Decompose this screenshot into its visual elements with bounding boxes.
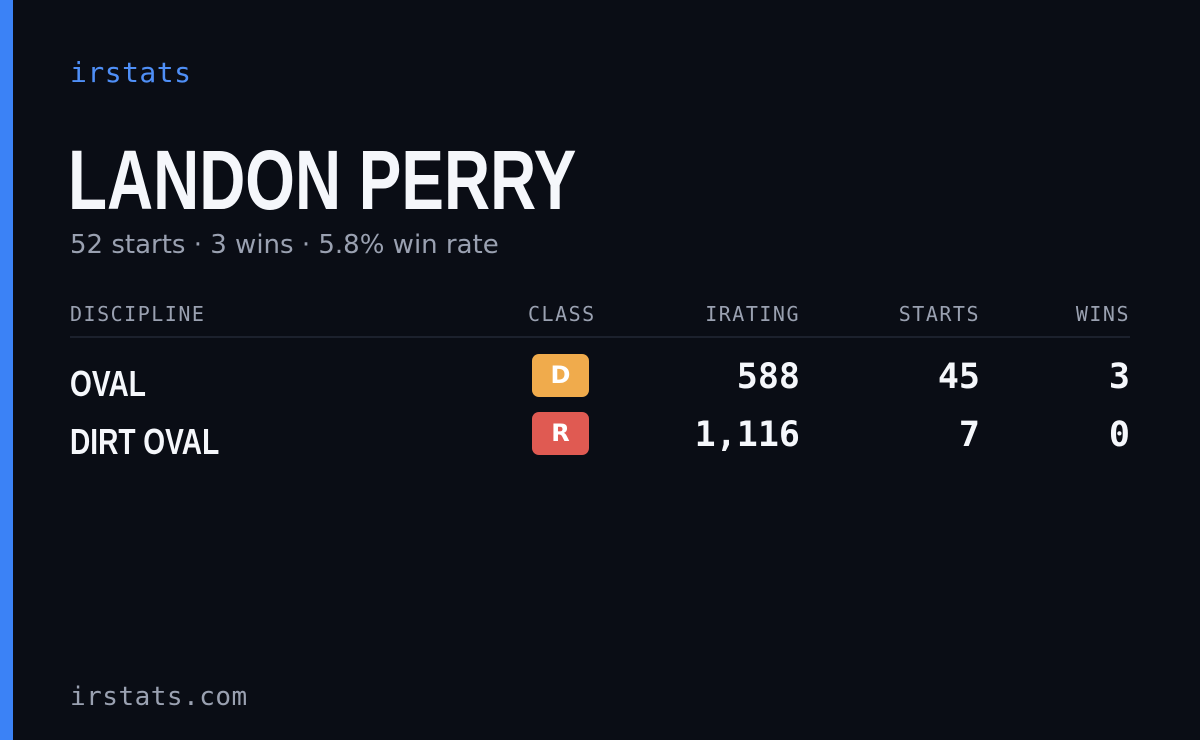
brand-logo: irstats [70,56,192,89]
accent-bar [0,0,13,740]
class-badge: D [532,354,589,397]
irating-value: 588 [736,357,800,397]
wins-value: 0 [1108,415,1130,455]
wins-value: 3 [1108,357,1130,397]
stats-table: DISCIPLINE CLASS IRATING STARTS WINS OVA… [70,298,1130,470]
driver-name: LANDON PERRY [68,133,577,227]
class-badge: R [532,412,589,455]
table-row: DIRT OVAL R 1,116 7 0 [70,412,1130,470]
irating-value: 1,116 [694,415,800,455]
header-wins: WINS [1075,302,1130,326]
footer-url: irstats.com [70,682,248,712]
header-irating: IRATING [705,302,800,326]
header-class: CLASS [528,302,596,326]
table-row: OVAL D 588 45 3 [70,354,1130,412]
discipline-name: OVAL [70,363,146,404]
discipline-name: DIRT OVAL [70,421,220,462]
starts-value: 45 [937,357,980,397]
header-starts: STARTS [898,302,980,326]
header-discipline: DISCIPLINE [70,302,206,326]
driver-summary: 52 starts · 3 wins · 5.8% win rate [70,230,499,260]
starts-value: 7 [958,415,980,455]
table-header: DISCIPLINE CLASS IRATING STARTS WINS [70,298,1130,338]
